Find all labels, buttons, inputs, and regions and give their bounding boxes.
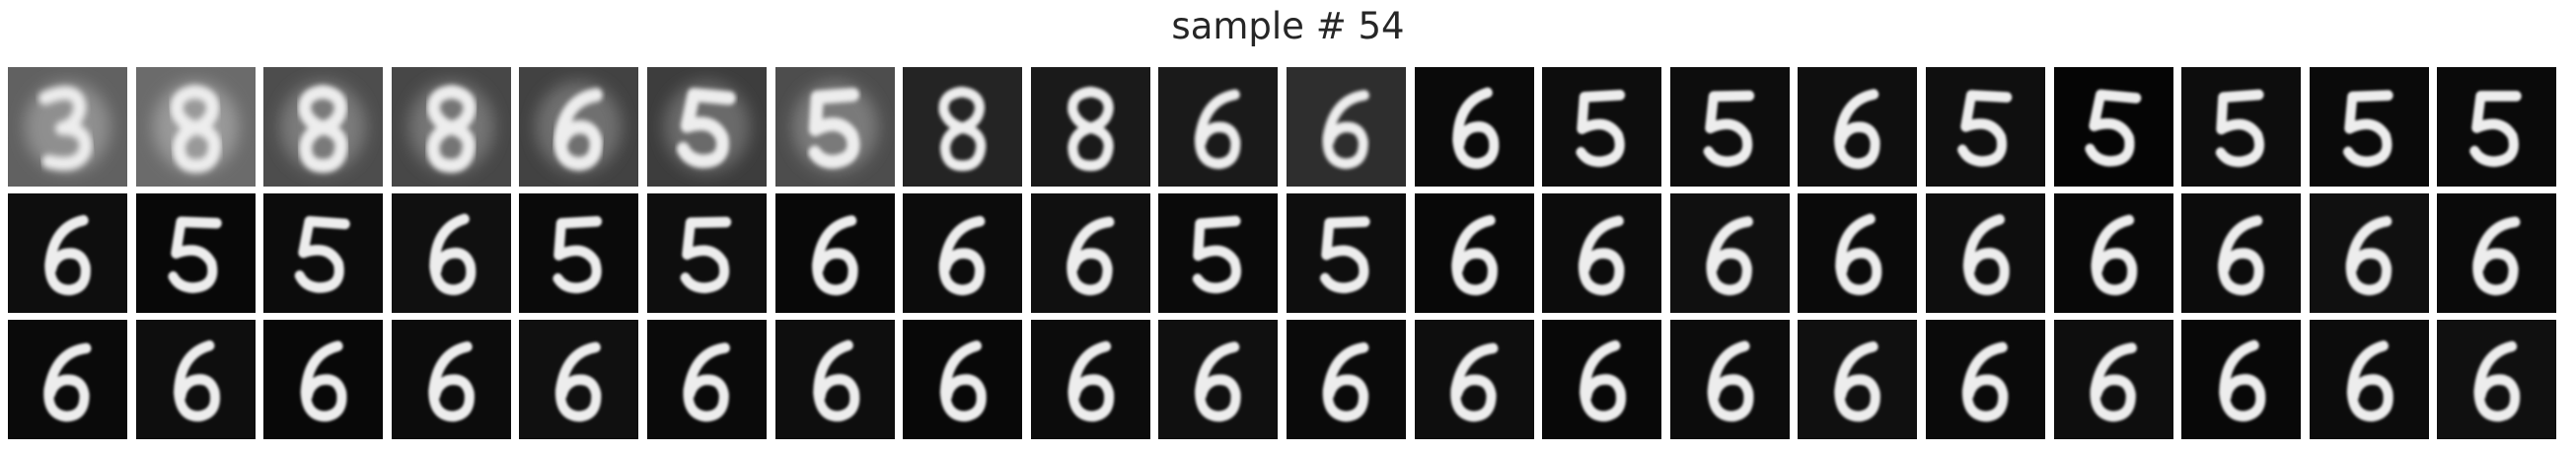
digit-tile [263,193,383,313]
digit-tile [1158,193,1278,313]
digit-tile [519,320,638,439]
digit-tile [1415,67,1534,187]
digit-tile [1415,193,1534,313]
digit-tile [392,193,511,313]
digit-tile [1031,67,1150,187]
digit-tile [1798,320,1917,439]
digit-tile [8,320,127,439]
digit-tile [1670,67,1790,187]
digit-tile [1798,193,1917,313]
digit-tile [1031,320,1150,439]
digit-tile [263,67,383,187]
digit-tile [1031,193,1150,313]
digit-tile [2310,320,2429,439]
digit-tile [2310,67,2429,187]
digit-tile [2437,67,2556,187]
digit-tile [903,67,1022,187]
digit-tile [2437,193,2556,313]
digit-tile [8,193,127,313]
digit-tile [136,320,256,439]
digit-tile [392,67,511,187]
digit-tile [2054,193,2173,313]
digit-tile [2181,67,2301,187]
digit-tile [1158,320,1278,439]
digit-tile [136,193,256,313]
digit-tile [647,67,767,187]
digit-tile [392,320,511,439]
digit-tile [903,193,1022,313]
digit-tile [2181,320,2301,439]
digit-tile [775,320,895,439]
digit-tile [1287,193,1406,313]
digit-tile [903,320,1022,439]
digit-tile [1287,320,1406,439]
digit-tile [1542,67,1661,187]
digit-tile [1542,320,1661,439]
digit-tile [2310,193,2429,313]
digit-tile [775,67,895,187]
digit-tile [263,320,383,439]
digit-tile [775,193,895,313]
digit-tile [1926,320,2045,439]
digit-tile [647,193,767,313]
digit-tile [1670,320,1790,439]
digit-tile [647,320,767,439]
digit-tile [519,193,638,313]
digit-tile [1926,193,2045,313]
digit-tile [1798,67,1917,187]
digit-tile [8,67,127,187]
digit-tile [2054,320,2173,439]
digit-tile [1926,67,2045,187]
digit-tile [1158,67,1278,187]
digit-tile [2437,320,2556,439]
digit-tile [1670,193,1790,313]
digit-tile [519,67,638,187]
digit-tile [1287,67,1406,187]
digit-tile [2054,67,2173,187]
digit-tile [2181,193,2301,313]
digit-tile [1415,320,1534,439]
digit-tile [136,67,256,187]
digit-tile [1542,193,1661,313]
